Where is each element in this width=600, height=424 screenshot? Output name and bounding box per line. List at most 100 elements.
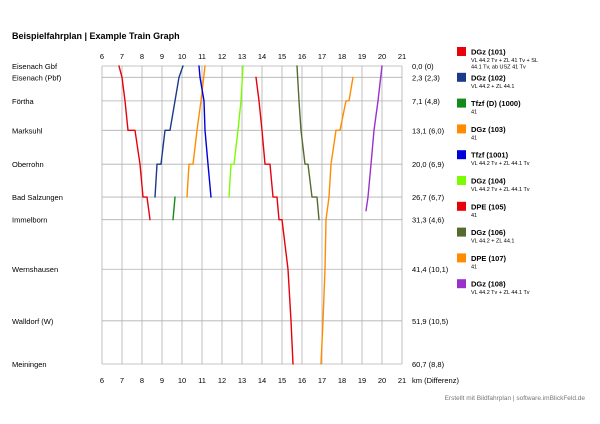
station-km-label: 51,9 (10,5) xyxy=(412,317,449,326)
train-path-line xyxy=(320,76,354,365)
station-km-label: 41,4 (10,1) xyxy=(412,265,449,274)
legend-entry-desc: VL 44.2 + ZL 44.1 xyxy=(471,84,514,90)
legend-entry-desc: 41 xyxy=(471,135,477,141)
x-tick-label-bottom: 13 xyxy=(238,376,246,385)
x-tick-label-top: 11 xyxy=(198,52,206,61)
legend-entry-desc: VL 44.2 Tv + ZL 44.1 Tv xyxy=(471,187,530,193)
x-tick-label-top: 17 xyxy=(318,52,326,61)
x-tick-label-bottom: 12 xyxy=(218,376,226,385)
station-label: Marksuhl xyxy=(12,126,43,135)
station-label: Oberrohn xyxy=(12,160,44,169)
x-tick-label-bottom: 7 xyxy=(120,376,124,385)
x-tick-label-top: 10 xyxy=(178,52,186,61)
x-tick-label-bottom: 19 xyxy=(358,376,366,385)
legend-swatch xyxy=(457,279,466,289)
legend-entry-desc: VL 44.2 Tv + ZL 41 Tv + SL xyxy=(471,58,538,64)
legend-entry-name: DGz (104) xyxy=(471,177,506,186)
x-tick-label-top: 15 xyxy=(278,52,286,61)
x-tick-label-top: 20 xyxy=(378,52,386,61)
legend-swatch xyxy=(457,201,466,211)
station-km-label: 13,1 (6,0) xyxy=(412,126,445,135)
x-tick-label-top: 13 xyxy=(238,52,246,61)
x-tick-label-top: 9 xyxy=(160,52,164,61)
legend-entry-name: DGz (103) xyxy=(471,125,506,134)
train-path-line xyxy=(255,76,294,365)
chart-grid xyxy=(101,65,403,365)
x-tick-label-top: 18 xyxy=(338,52,346,61)
legend-swatch xyxy=(457,176,466,185)
station-km-label: 31,3 (4,6) xyxy=(412,216,445,225)
x-tick-label-top: 6 xyxy=(100,52,104,61)
station-km-label: 60,7 (8,8) xyxy=(412,360,445,369)
legend-swatch xyxy=(457,253,466,263)
station-km-label: 2,3 (2,3) xyxy=(412,73,440,82)
station-km-label: 7,1 (4,8) xyxy=(412,97,440,106)
chart-legend: DGz (101)VL 44.2 Tv + ZL 41 Tv + SL44.1 … xyxy=(457,47,538,296)
x-tick-label-top: 19 xyxy=(358,52,366,61)
x-tick-label-bottom: 18 xyxy=(338,376,346,385)
legend-entry-desc: 41 xyxy=(471,110,477,116)
chart-axes: 6 6 7 7 8 8 9 9 10 10 11 11 12 12 13 13 14 14 15 15 16 16 17 17… xyxy=(12,52,459,385)
station-label: Meiningen xyxy=(12,360,47,369)
train-path-line xyxy=(154,65,184,198)
legend-entry-name: Tfzf (1001) xyxy=(471,151,509,160)
x-tick-label-bottom: 8 xyxy=(140,376,144,385)
x-tick-label-bottom: 6 xyxy=(100,376,104,385)
legend-entry-desc: VL 44.2 Tv + ZL 44.1 Tv xyxy=(471,290,530,296)
legend-entry-name: Tfzf (D) (1000) xyxy=(471,99,521,108)
legend-swatch xyxy=(457,227,466,237)
station-km-label: 20,0 (6,9) xyxy=(412,160,445,169)
legend-entry-desc: VL 44.2 Tv + ZL 44.1 Tv xyxy=(471,161,530,167)
legend-entry-desc: 41 xyxy=(471,213,477,219)
legend-entry-name: DGz (101) xyxy=(471,48,506,57)
x-tick-label-top: 14 xyxy=(258,52,266,61)
credit-text: Erstellt mit Bildfahrplan | software.imB… xyxy=(445,395,586,402)
station-label: Immelborn xyxy=(12,216,47,225)
x-tick-label-bottom: 17 xyxy=(318,376,326,385)
x-tick-label-bottom: 15 xyxy=(278,376,286,385)
legend-entry-name: DGz (106) xyxy=(471,228,506,237)
legend-swatch xyxy=(457,124,466,134)
train-path-line xyxy=(228,65,244,198)
x-tick-label-top: 16 xyxy=(298,52,306,61)
legend-swatch xyxy=(457,72,466,82)
train-path-line xyxy=(198,65,212,198)
x-tick-label-bottom: 16 xyxy=(298,376,306,385)
x-axis-label: km (Differenz) xyxy=(412,376,459,385)
x-tick-label-top: 8 xyxy=(140,52,144,61)
chart-title: Beispielfahrplan | Example Train Graph xyxy=(12,31,180,41)
station-km-label: 0,0 (0) xyxy=(412,62,434,71)
station-label: Wernshausen xyxy=(12,265,58,274)
station-label: Walldorf (W) xyxy=(12,317,54,326)
train-path-line xyxy=(365,65,383,212)
station-km-label: 26,7 (6,7) xyxy=(412,193,445,202)
station-label: Förtha xyxy=(12,97,35,106)
x-tick-label-bottom: 20 xyxy=(378,376,386,385)
x-tick-label-top: 12 xyxy=(218,52,226,61)
x-tick-label-bottom: 11 xyxy=(198,376,206,385)
train-paths xyxy=(118,65,383,365)
legend-entry-name: DGz (102) xyxy=(471,73,506,82)
x-tick-label-top: 21 xyxy=(398,52,406,61)
legend-entry-desc: 44.1 Tv, ab USZ 41 Tv xyxy=(471,65,526,71)
x-tick-label-bottom: 14 xyxy=(258,376,266,385)
legend-swatch xyxy=(457,150,466,160)
legend-entry-name: DGz (108) xyxy=(471,280,506,289)
x-tick-label-bottom: 10 xyxy=(178,376,186,385)
x-tick-label-bottom: 21 xyxy=(398,376,406,385)
x-tick-label-top: 7 xyxy=(120,52,124,61)
station-label: Bad Salzungen xyxy=(12,193,63,202)
train-path-line xyxy=(186,65,206,198)
x-tick-label-bottom: 9 xyxy=(160,376,164,385)
legend-entry-desc: VL 44.2 + ZL 44.1 xyxy=(471,239,514,245)
legend-entry-name: DPE (107) xyxy=(471,254,507,263)
legend-swatch xyxy=(457,47,466,56)
train-path-line xyxy=(118,65,151,221)
train-path-line xyxy=(296,65,320,221)
train-path-line xyxy=(172,196,176,221)
legend-entry-name: DPE (105) xyxy=(471,202,507,211)
station-label: Eisenach Gbf xyxy=(12,62,58,71)
legend-entry-desc: 41 xyxy=(471,264,477,270)
station-label: Eisenach (Pbf) xyxy=(12,73,62,82)
